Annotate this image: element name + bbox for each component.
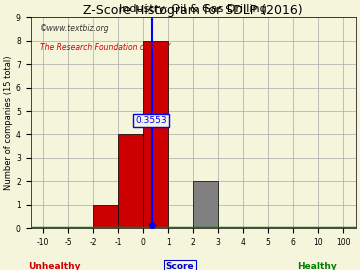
Text: Score: Score [166,262,194,270]
Y-axis label: Number of companies (15 total): Number of companies (15 total) [4,56,13,190]
Bar [93,205,118,228]
Text: ©www.textbiz.org: ©www.textbiz.org [40,23,110,33]
Text: The Research Foundation of SUNY: The Research Foundation of SUNY [40,43,171,52]
Text: Healthy: Healthy [297,262,337,270]
Text: Industry: Oil & Gas Drilling: Industry: Oil & Gas Drilling [119,4,267,14]
Bar [118,134,143,228]
Text: Unhealthy: Unhealthy [28,262,80,270]
Title: Z-Score Histogram for SDLP (2016): Z-Score Histogram for SDLP (2016) [84,4,303,17]
Bar [143,41,168,228]
Text: 0.3553: 0.3553 [135,116,167,125]
Bar [193,181,218,228]
